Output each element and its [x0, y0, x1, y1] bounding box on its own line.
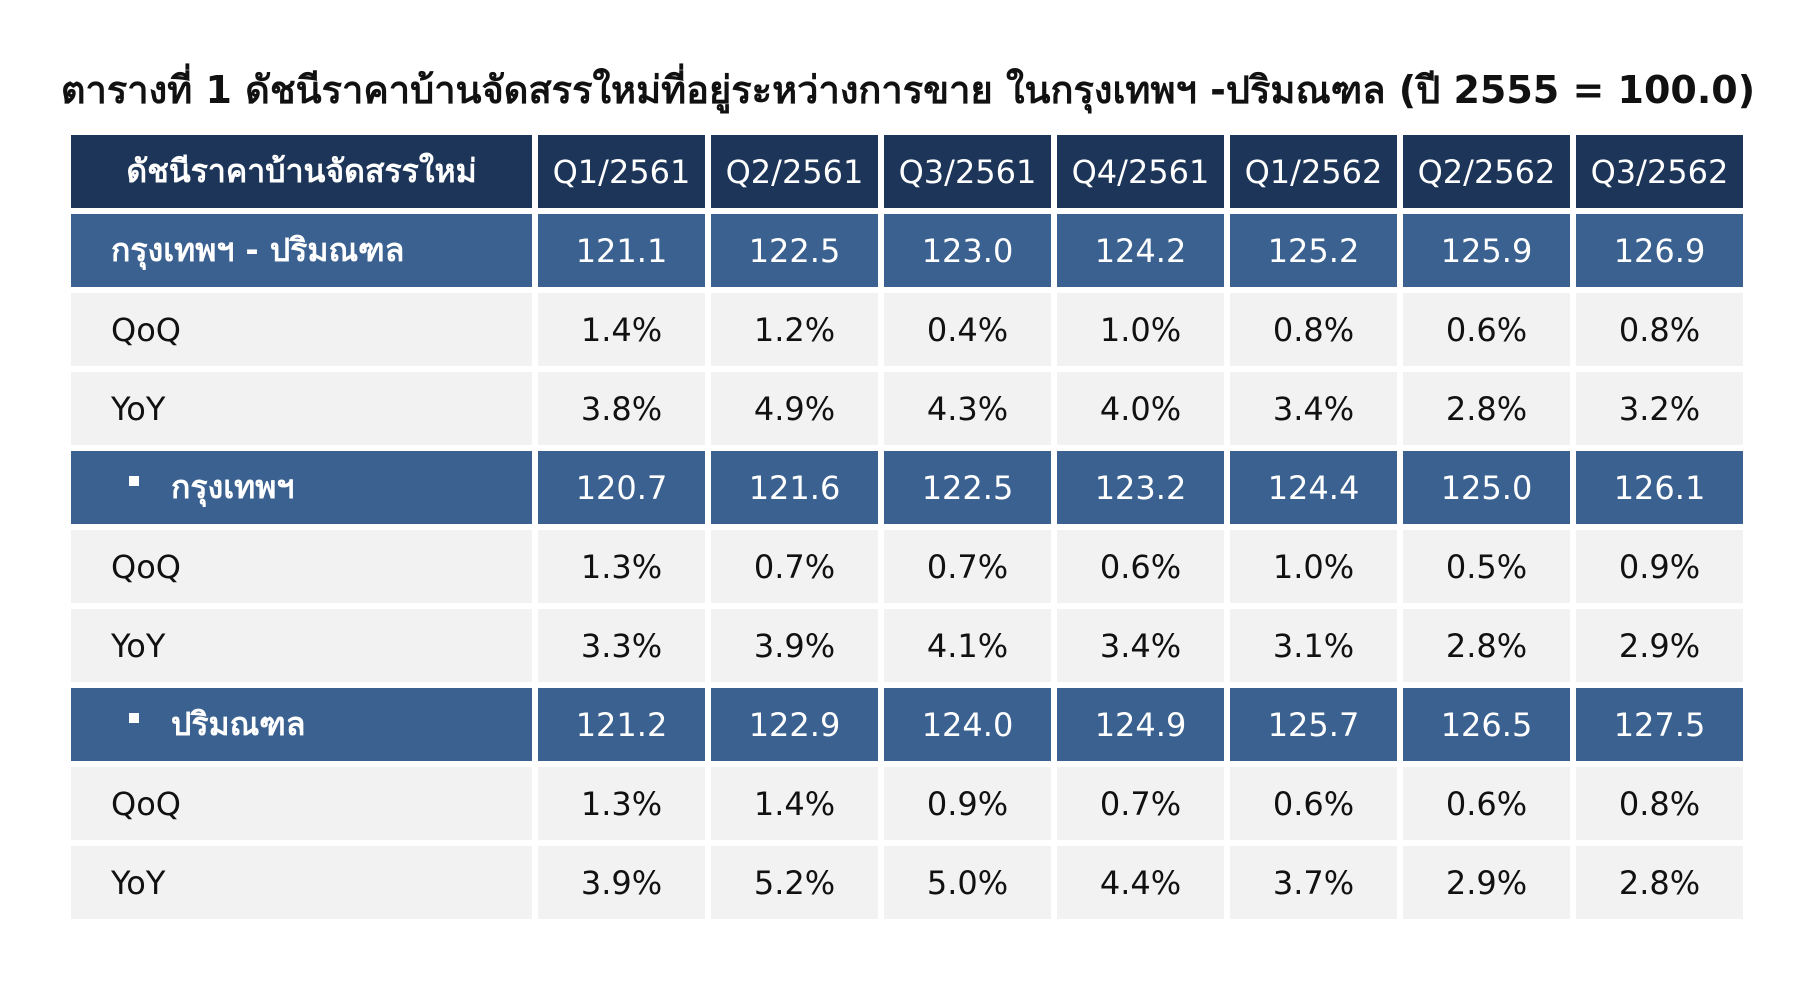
index-value: 127.5 — [1576, 688, 1743, 761]
header-quarter: Q3/2562 — [1576, 135, 1743, 208]
qoq-value: 0.8% — [1230, 293, 1397, 366]
qoq-value: 1.3% — [538, 530, 705, 603]
index-value: 126.1 — [1576, 451, 1743, 524]
qoq-value: 0.6% — [1403, 767, 1570, 840]
yoy-value: 4.9% — [711, 372, 878, 445]
qoq-value: 0.7% — [1057, 767, 1224, 840]
qoq-value: 0.8% — [1576, 293, 1743, 366]
qoq-value: 1.0% — [1230, 530, 1397, 603]
yoy-value: 2.8% — [1576, 846, 1743, 919]
yoy-value: 2.9% — [1576, 609, 1743, 682]
header-quarter: Q2/2561 — [711, 135, 878, 208]
yoy-row: YoY 3.8% 4.9% 4.3% 4.0% 3.4% 2.8% 3.2% — [71, 372, 1743, 445]
index-value: 121.6 — [711, 451, 878, 524]
yoy-value: 4.4% — [1057, 846, 1224, 919]
qoq-value: 1.4% — [711, 767, 878, 840]
page-title: ตารางที่ 1 ดัชนีราคาบ้านจัดสรรใหม่ที่อยู… — [60, 68, 1756, 112]
qoq-value: 1.3% — [538, 767, 705, 840]
qoq-value: 0.9% — [884, 767, 1051, 840]
yoy-value: 3.1% — [1230, 609, 1397, 682]
yoy-value: 3.7% — [1230, 846, 1397, 919]
yoy-value: 5.0% — [884, 846, 1051, 919]
region-label: กรุงเทพฯ - ปริมณฑล — [71, 214, 532, 287]
qoq-value: 0.6% — [1403, 293, 1570, 366]
index-value: 121.1 — [538, 214, 705, 287]
header-quarter: Q3/2561 — [884, 135, 1051, 208]
yoy-row: YoY 3.3% 3.9% 4.1% 3.4% 3.1% 2.8% 2.9% — [71, 609, 1743, 682]
table-header-row: ดัชนีราคาบ้านจัดสรรใหม่ Q1/2561 Q2/2561 … — [71, 135, 1743, 208]
qoq-value: 0.7% — [711, 530, 878, 603]
yoy-value: 2.8% — [1403, 609, 1570, 682]
index-value: 123.2 — [1057, 451, 1224, 524]
qoq-value: 1.0% — [1057, 293, 1224, 366]
qoq-value: 0.8% — [1576, 767, 1743, 840]
region-label: ปริมณฑล — [171, 705, 306, 743]
yoy-value: 4.1% — [884, 609, 1051, 682]
region-row: ปริมณฑล 121.2 122.9 124.0 124.9 125.7 12… — [71, 688, 1743, 761]
bullet-icon — [129, 713, 139, 723]
yoy-value: 3.9% — [711, 609, 878, 682]
index-value: 125.0 — [1403, 451, 1570, 524]
index-value: 122.9 — [711, 688, 878, 761]
yoy-value: 3.9% — [538, 846, 705, 919]
yoy-label: YoY — [71, 609, 532, 682]
yoy-value: 2.9% — [1403, 846, 1570, 919]
qoq-value: 0.6% — [1057, 530, 1224, 603]
qoq-value: 0.4% — [884, 293, 1051, 366]
index-value: 125.9 — [1403, 214, 1570, 287]
qoq-row: QoQ 1.3% 1.4% 0.9% 0.7% 0.6% 0.6% 0.8% — [71, 767, 1743, 840]
yoy-value: 3.8% — [538, 372, 705, 445]
region-row: กรุงเทพฯ - ปริมณฑล 121.1 122.5 123.0 124… — [71, 214, 1743, 287]
index-value: 124.2 — [1057, 214, 1224, 287]
index-value: 124.4 — [1230, 451, 1397, 524]
yoy-value: 5.2% — [711, 846, 878, 919]
region-row: กรุงเทพฯ 120.7 121.6 122.5 123.2 124.4 1… — [71, 451, 1743, 524]
index-value: 122.5 — [711, 214, 878, 287]
qoq-row: QoQ 1.3% 0.7% 0.7% 0.6% 1.0% 0.5% 0.9% — [71, 530, 1743, 603]
qoq-label: QoQ — [71, 767, 532, 840]
index-value: 120.7 — [538, 451, 705, 524]
qoq-value: 0.5% — [1403, 530, 1570, 603]
yoy-value: 3.4% — [1230, 372, 1397, 445]
yoy-row: YoY 3.9% 5.2% 5.0% 4.4% 3.7% 2.9% 2.8% — [71, 846, 1743, 919]
index-value: 124.0 — [884, 688, 1051, 761]
header-quarter: Q1/2562 — [1230, 135, 1397, 208]
qoq-label: QoQ — [71, 530, 532, 603]
index-value: 121.2 — [538, 688, 705, 761]
yoy-value: 3.2% — [1576, 372, 1743, 445]
header-quarter: Q1/2561 — [538, 135, 705, 208]
header-quarter: Q2/2562 — [1403, 135, 1570, 208]
yoy-value: 4.0% — [1057, 372, 1224, 445]
header-label: ดัชนีราคาบ้านจัดสรรใหม่ — [71, 135, 532, 208]
index-value: 125.2 — [1230, 214, 1397, 287]
yoy-value: 3.3% — [538, 609, 705, 682]
yoy-label: YoY — [71, 372, 532, 445]
region-label: กรุงเทพฯ — [171, 468, 295, 506]
index-value: 122.5 — [884, 451, 1051, 524]
qoq-row: QoQ 1.4% 1.2% 0.4% 1.0% 0.8% 0.6% 0.8% — [71, 293, 1743, 366]
qoq-value: 1.2% — [711, 293, 878, 366]
bullet-icon — [129, 476, 139, 486]
qoq-label: QoQ — [71, 293, 532, 366]
index-value: 126.5 — [1403, 688, 1570, 761]
index-value: 125.7 — [1230, 688, 1397, 761]
qoq-value: 0.9% — [1576, 530, 1743, 603]
qoq-value: 0.6% — [1230, 767, 1397, 840]
index-value: 123.0 — [884, 214, 1051, 287]
header-quarter: Q4/2561 — [1057, 135, 1224, 208]
yoy-value: 2.8% — [1403, 372, 1570, 445]
yoy-label: YoY — [71, 846, 532, 919]
qoq-value: 0.7% — [884, 530, 1051, 603]
yoy-value: 4.3% — [884, 372, 1051, 445]
index-value: 126.9 — [1576, 214, 1743, 287]
price-index-table: ดัชนีราคาบ้านจัดสรรใหม่ Q1/2561 Q2/2561 … — [65, 129, 1749, 925]
qoq-value: 1.4% — [538, 293, 705, 366]
yoy-value: 3.4% — [1057, 609, 1224, 682]
index-value: 124.9 — [1057, 688, 1224, 761]
